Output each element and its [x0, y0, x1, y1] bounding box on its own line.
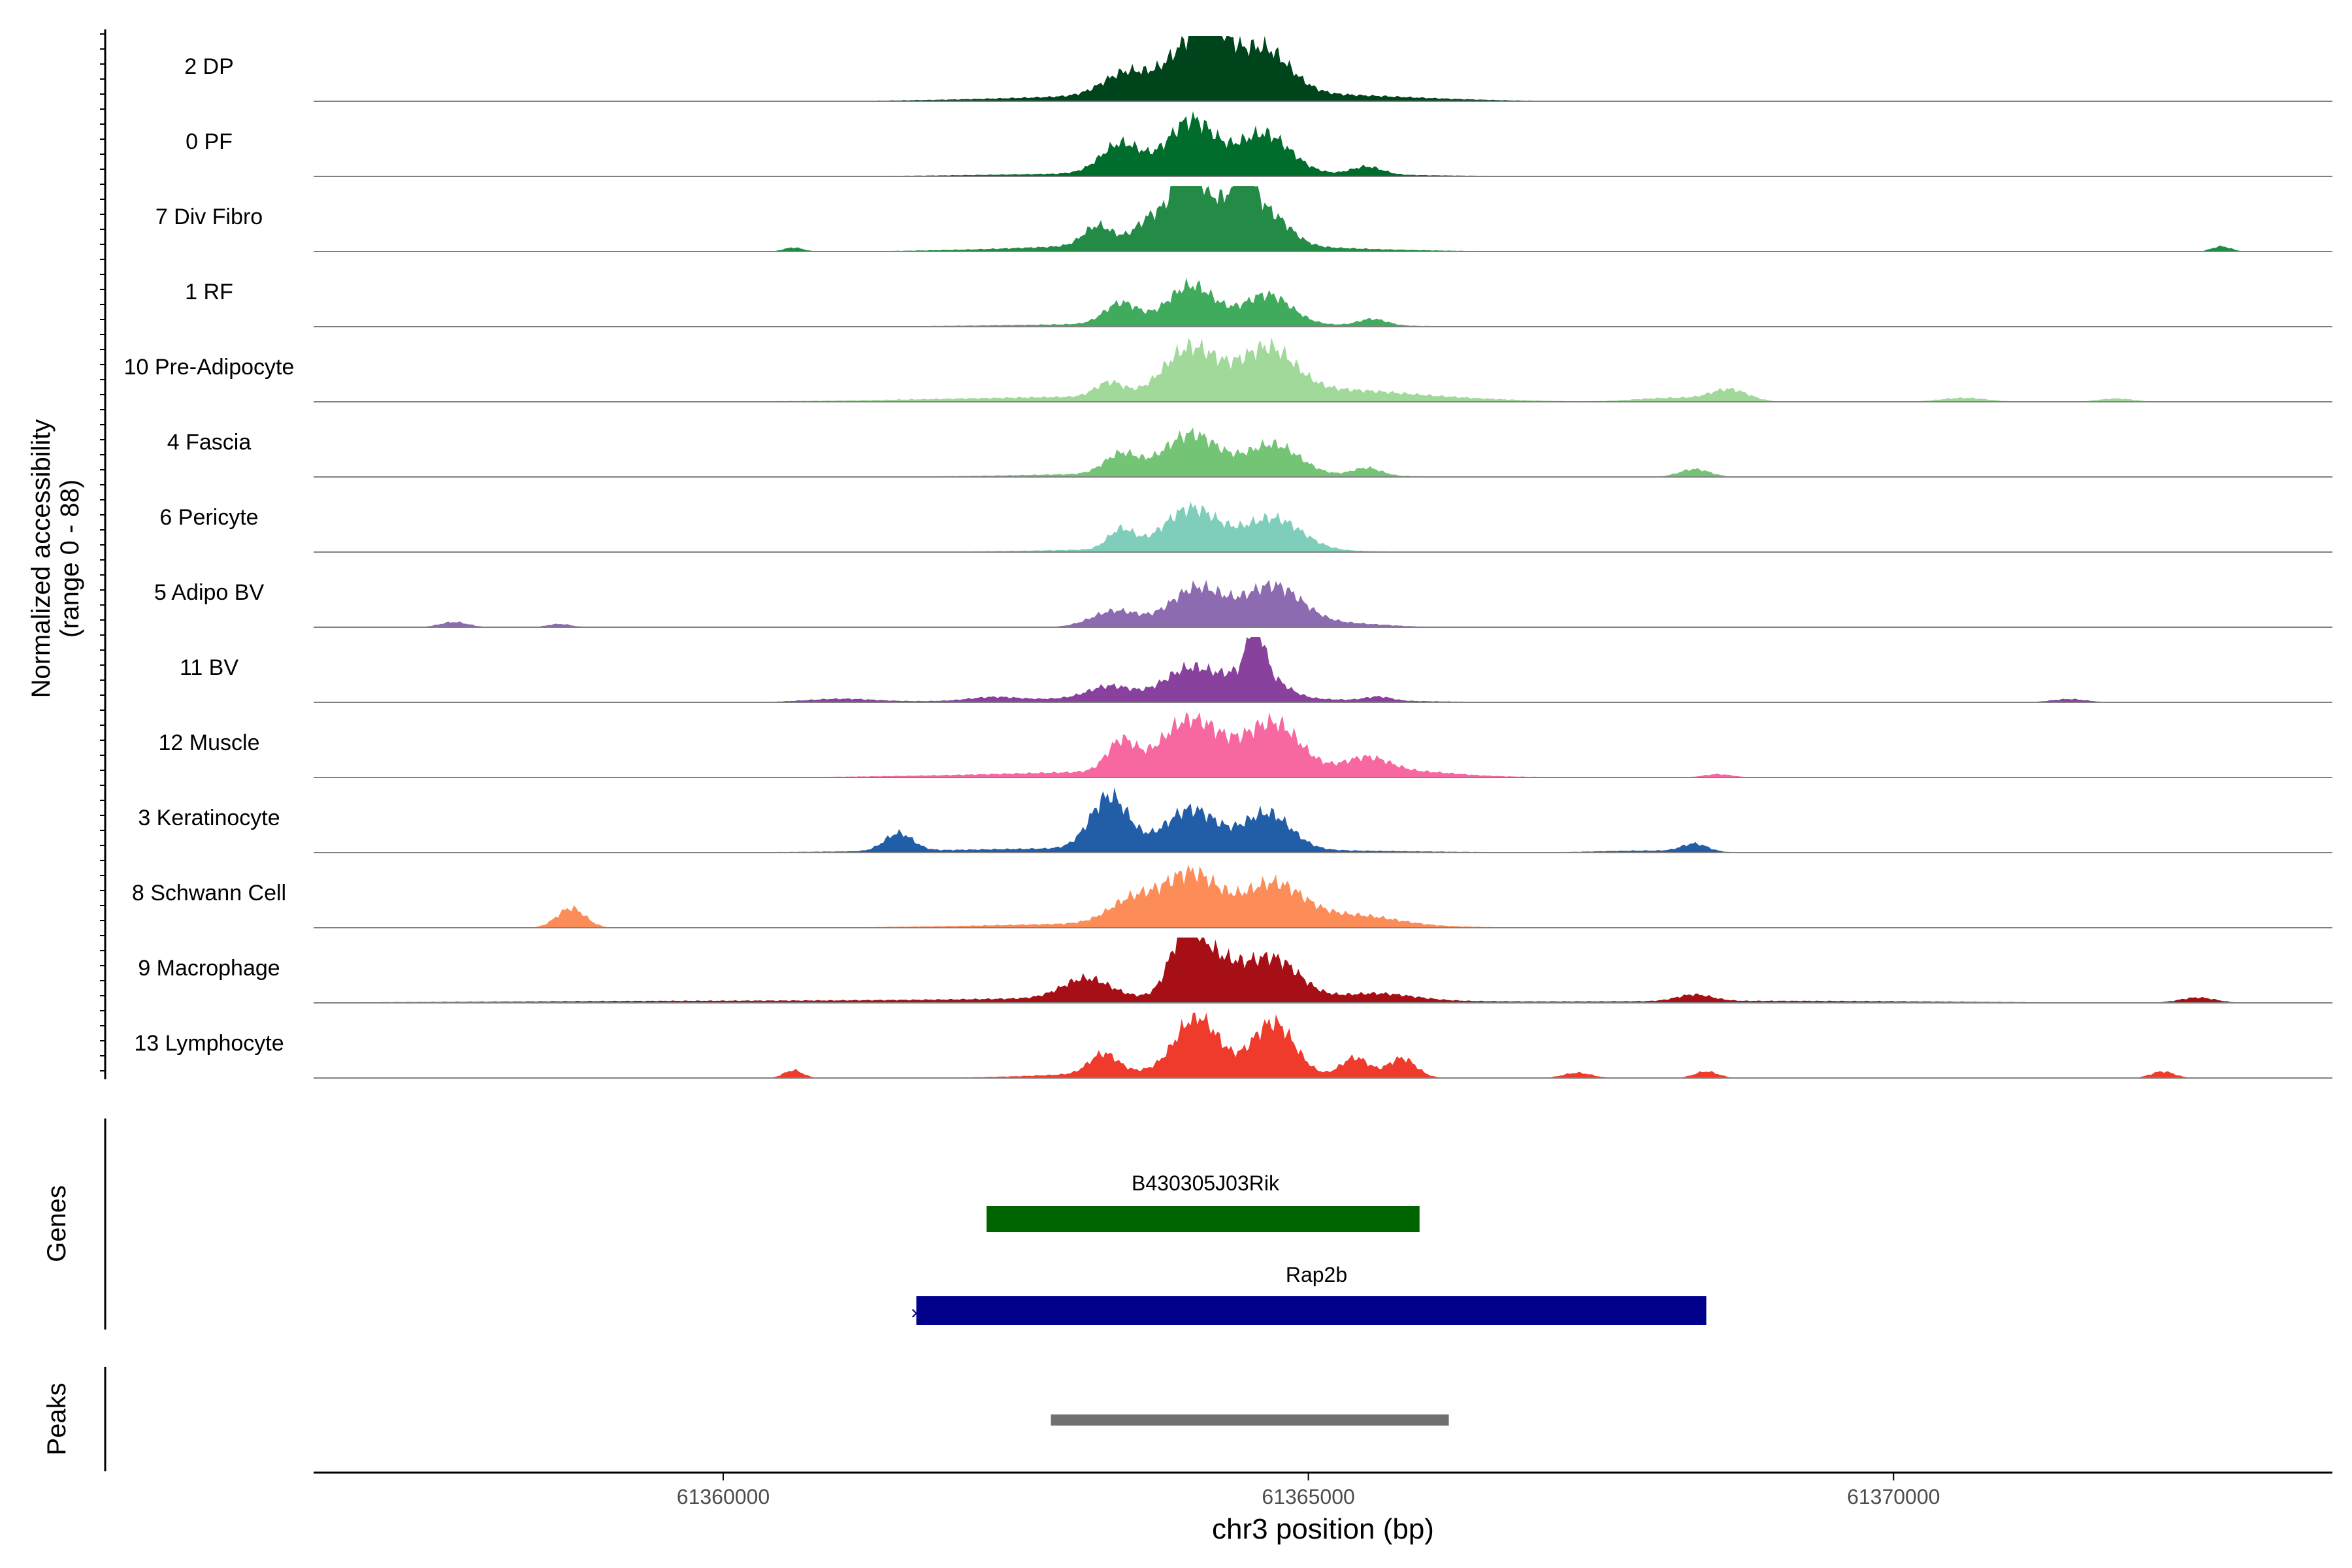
- coverage-y-axis-range-label: (range 0 - 88): [56, 480, 84, 638]
- x-axis-tick-label: 61365000: [1262, 1485, 1354, 1509]
- track-label-1-rf: 1 RF: [185, 280, 233, 304]
- coverage-y-axis-ticks: [100, 33, 105, 1071]
- coverage-area-4-fascia: [314, 427, 2332, 477]
- coverage-area-10-pre-adipocyte: [314, 337, 2332, 402]
- x-axis-tick-label: 61370000: [1847, 1485, 1940, 1509]
- x-axis-tick-label: 61360000: [677, 1485, 770, 1509]
- coverage-area-5-adipo-bv: [314, 580, 2332, 627]
- x-axis-ticks: 61360000 61365000 61370000: [677, 1473, 1940, 1509]
- coverage-area-12-muscle: [314, 712, 2332, 777]
- x-axis-label: chr3 position (bp): [1212, 1513, 1434, 1545]
- peaks-panel-label: Peaks: [42, 1382, 71, 1455]
- strand-arrow-icon: ×: [911, 1303, 923, 1324]
- gene-label-b430305j03rik: B430305J03Rik: [1132, 1171, 1280, 1195]
- gene-bar-b430305j03rik: [987, 1206, 1420, 1232]
- track-labels: 2 DP 0 PF 7 Div Fibro 1 RF 10 Pre-Adipocyte 4…: [124, 54, 295, 1056]
- track-label-7-div-fibro: 7 Div Fibro: [155, 204, 263, 229]
- coverage-area-1-rf: [314, 277, 2332, 327]
- coverage-area-7-div-fibro: [314, 186, 2332, 252]
- gene-bar-rap2b: [916, 1296, 1707, 1325]
- track-label-11-bv: 11 BV: [180, 655, 238, 680]
- gene-label-rap2b: Rap2b: [1286, 1263, 1347, 1286]
- coverage-area-0-pf: [314, 111, 2332, 176]
- track-label-13-lymphocyte: 13 Lymphocyte: [134, 1031, 284, 1056]
- track-label-5-adipo-bv: 5 Adipo BV: [154, 580, 265, 605]
- track-label-12-muscle: 12 Muscle: [159, 730, 260, 755]
- coverage-area-3-keratinocyte: [314, 787, 2332, 853]
- coverage-area-2-dp: [314, 36, 2332, 101]
- track-label-3-keratinocyte: 3 Keratinocyte: [138, 806, 280, 830]
- track-label-2-dp: 2 DP: [184, 54, 234, 79]
- peak-region-bar: [1051, 1414, 1449, 1426]
- track-label-8-schwann-cell: 8 Schwann Cell: [132, 881, 286, 906]
- coverage-area-9-macrophage: [314, 938, 2332, 1003]
- track-area: [314, 36, 2332, 1079]
- coverage-y-axis-label: Normalized accessibility: [27, 419, 56, 698]
- coverage-area-13-lymphocyte: [314, 1013, 2332, 1078]
- track-label-10-pre-adipocyte: 10 Pre-Adipocyte: [124, 355, 295, 380]
- coverage-area-11-bv: [314, 637, 2332, 702]
- coverage-area-8-schwann-cell: [314, 864, 2332, 928]
- track-label-9-macrophage: 9 Macrophage: [138, 956, 280, 981]
- track-label-6-pericyte: 6 Pericyte: [159, 505, 258, 530]
- track-label-4-fascia: 4 Fascia: [167, 430, 252, 455]
- coverage-area-6-pericyte: [314, 502, 2332, 552]
- genes-panel-label: Genes: [42, 1185, 71, 1262]
- track-label-0-pf: 0 PF: [186, 129, 233, 154]
